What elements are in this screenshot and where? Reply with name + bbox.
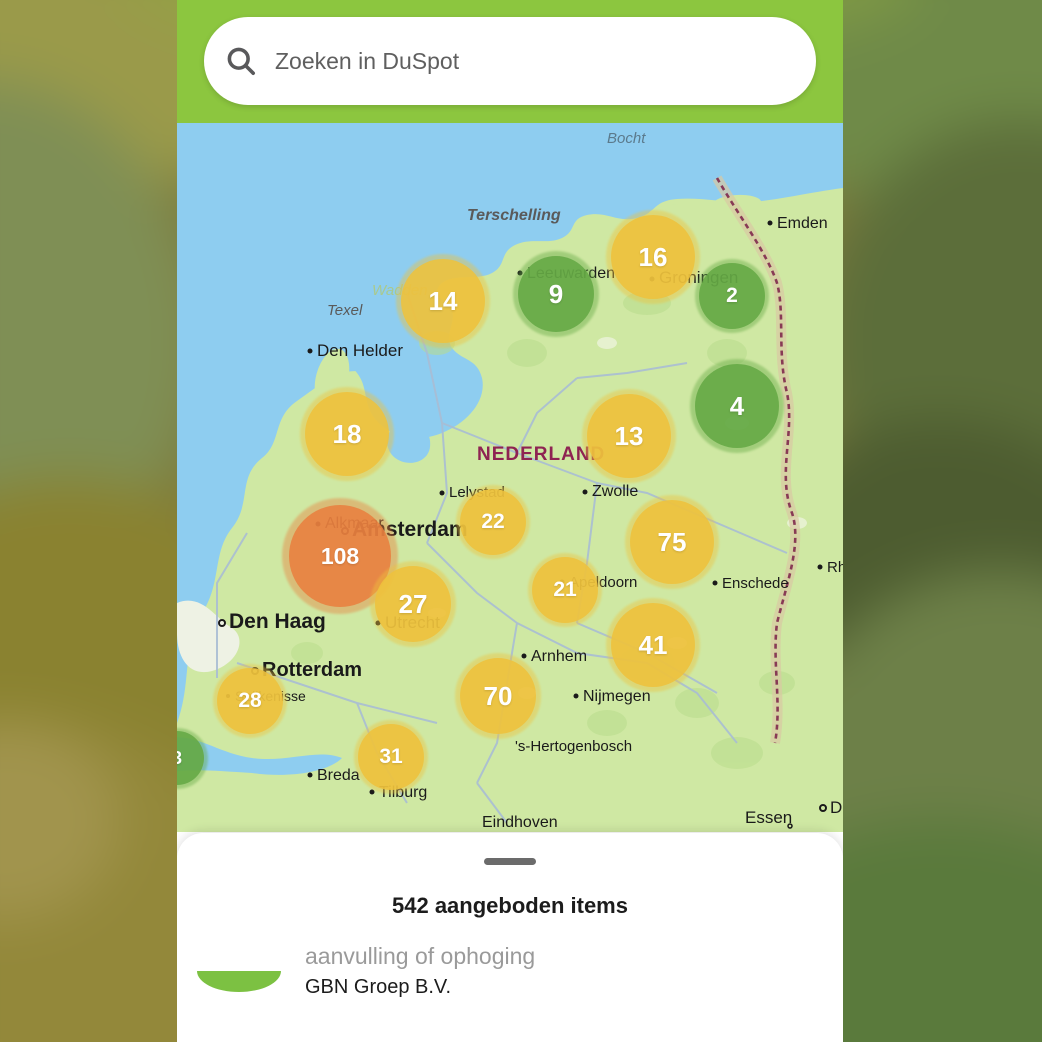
svg-text:Zwolle: Zwolle (592, 483, 638, 500)
svg-text:Breda: Breda (317, 767, 360, 784)
svg-text:D: D (830, 798, 842, 817)
svg-text:Terschelling: Terschelling (467, 207, 561, 224)
svg-text:Texel: Texel (327, 302, 363, 319)
svg-text:Den Haag: Den Haag (229, 610, 326, 633)
svg-text:'s-Hertogenbosch: 's-Hertogenbosch (515, 738, 632, 755)
svg-text:Den Helder: Den Helder (317, 341, 403, 360)
svg-text:Rh: Rh (827, 559, 843, 576)
svg-text:Emden: Emden (777, 215, 828, 232)
svg-text:Essen: Essen (745, 808, 792, 827)
svg-text:Arnhem: Arnhem (531, 648, 587, 665)
svg-text:Eindhoven: Eindhoven (482, 814, 558, 831)
svg-text:Bocht: Bocht (607, 130, 646, 147)
svg-text:Enschede: Enschede (722, 575, 789, 592)
